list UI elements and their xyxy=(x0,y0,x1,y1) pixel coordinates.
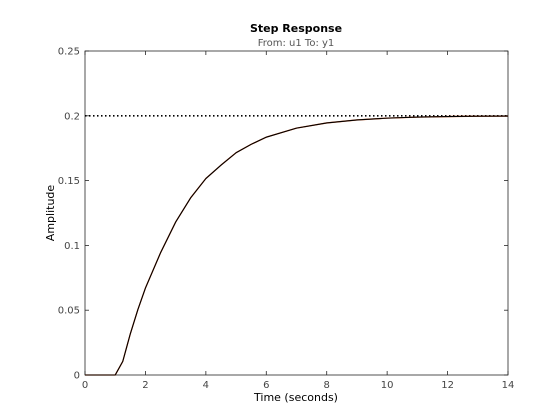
x-tick-label: 4 xyxy=(203,380,209,391)
x-tick-label: 8 xyxy=(324,380,330,391)
y-tick-label: 0.15 xyxy=(58,176,80,187)
y-axis-label: Amplitude xyxy=(44,185,57,242)
y-tick-label: 0.2 xyxy=(64,111,80,122)
x-tick-label: 0 xyxy=(82,380,88,391)
x-tick-label: 12 xyxy=(441,380,454,391)
x-tick-label: 14 xyxy=(502,380,515,391)
chart-title: Step Response xyxy=(250,22,342,35)
x-tick-label: 6 xyxy=(263,380,269,391)
y-tick-label: 0 xyxy=(74,371,80,382)
data-lines xyxy=(85,115,509,376)
y-tick-label: 0.1 xyxy=(64,241,80,252)
chart-subtitle: From: u1 To: y1 xyxy=(258,38,335,49)
axis-ticks: 0 2 4 6 8 10 12 14 0 0.05 0.1 0.15 0.2 0.25 xyxy=(58,47,515,392)
y-tick-label: 0.25 xyxy=(58,47,80,58)
x-axis-label: Time (seconds) xyxy=(253,391,338,404)
response-series-line xyxy=(85,115,509,376)
x-tick-label: 2 xyxy=(142,380,148,391)
y-tick-label: 0.05 xyxy=(58,306,80,317)
x-tick-label: 10 xyxy=(381,380,394,391)
plot-area[interactable] xyxy=(84,50,509,376)
